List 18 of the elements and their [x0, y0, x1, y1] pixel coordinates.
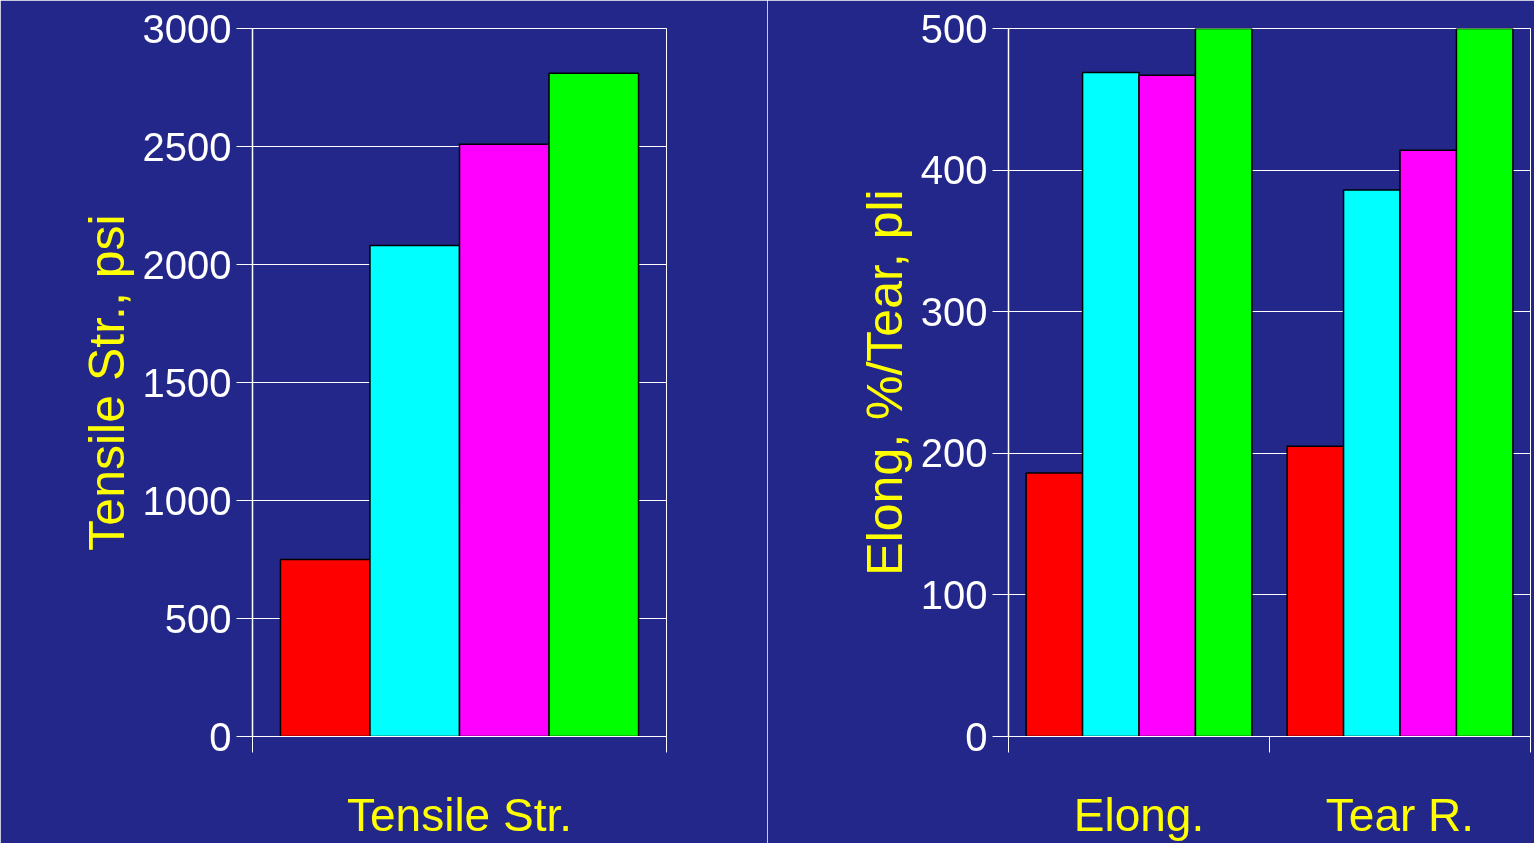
y-tick-label: 400 — [920, 148, 988, 193]
x-tick-label: Elong. — [1073, 788, 1205, 841]
y-tick-label: 500 — [920, 6, 988, 51]
x-tick-label: Tear R. — [1325, 788, 1475, 841]
y-axis-title: Elong, %/Tear, pli — [856, 189, 913, 576]
y-tick-label: 0 — [965, 714, 988, 759]
y-tick-label: 2500 — [142, 124, 232, 169]
y-tick-label: 300 — [920, 289, 988, 334]
y-tick-label: 3000 — [142, 6, 232, 51]
y-tick-label: 1500 — [142, 360, 232, 405]
y-tick-label: 200 — [920, 431, 988, 476]
y-tick-label: 1000 — [142, 478, 232, 523]
x-tick-label: Tensile Str. — [347, 788, 572, 841]
y-tick-label: 2000 — [142, 242, 232, 287]
y-tick-label: 100 — [920, 572, 988, 617]
y-tick-label: 0 — [209, 714, 232, 759]
y-axis-title: Tensile Str., psi — [78, 214, 135, 551]
y-tick-label: 500 — [164, 596, 232, 641]
